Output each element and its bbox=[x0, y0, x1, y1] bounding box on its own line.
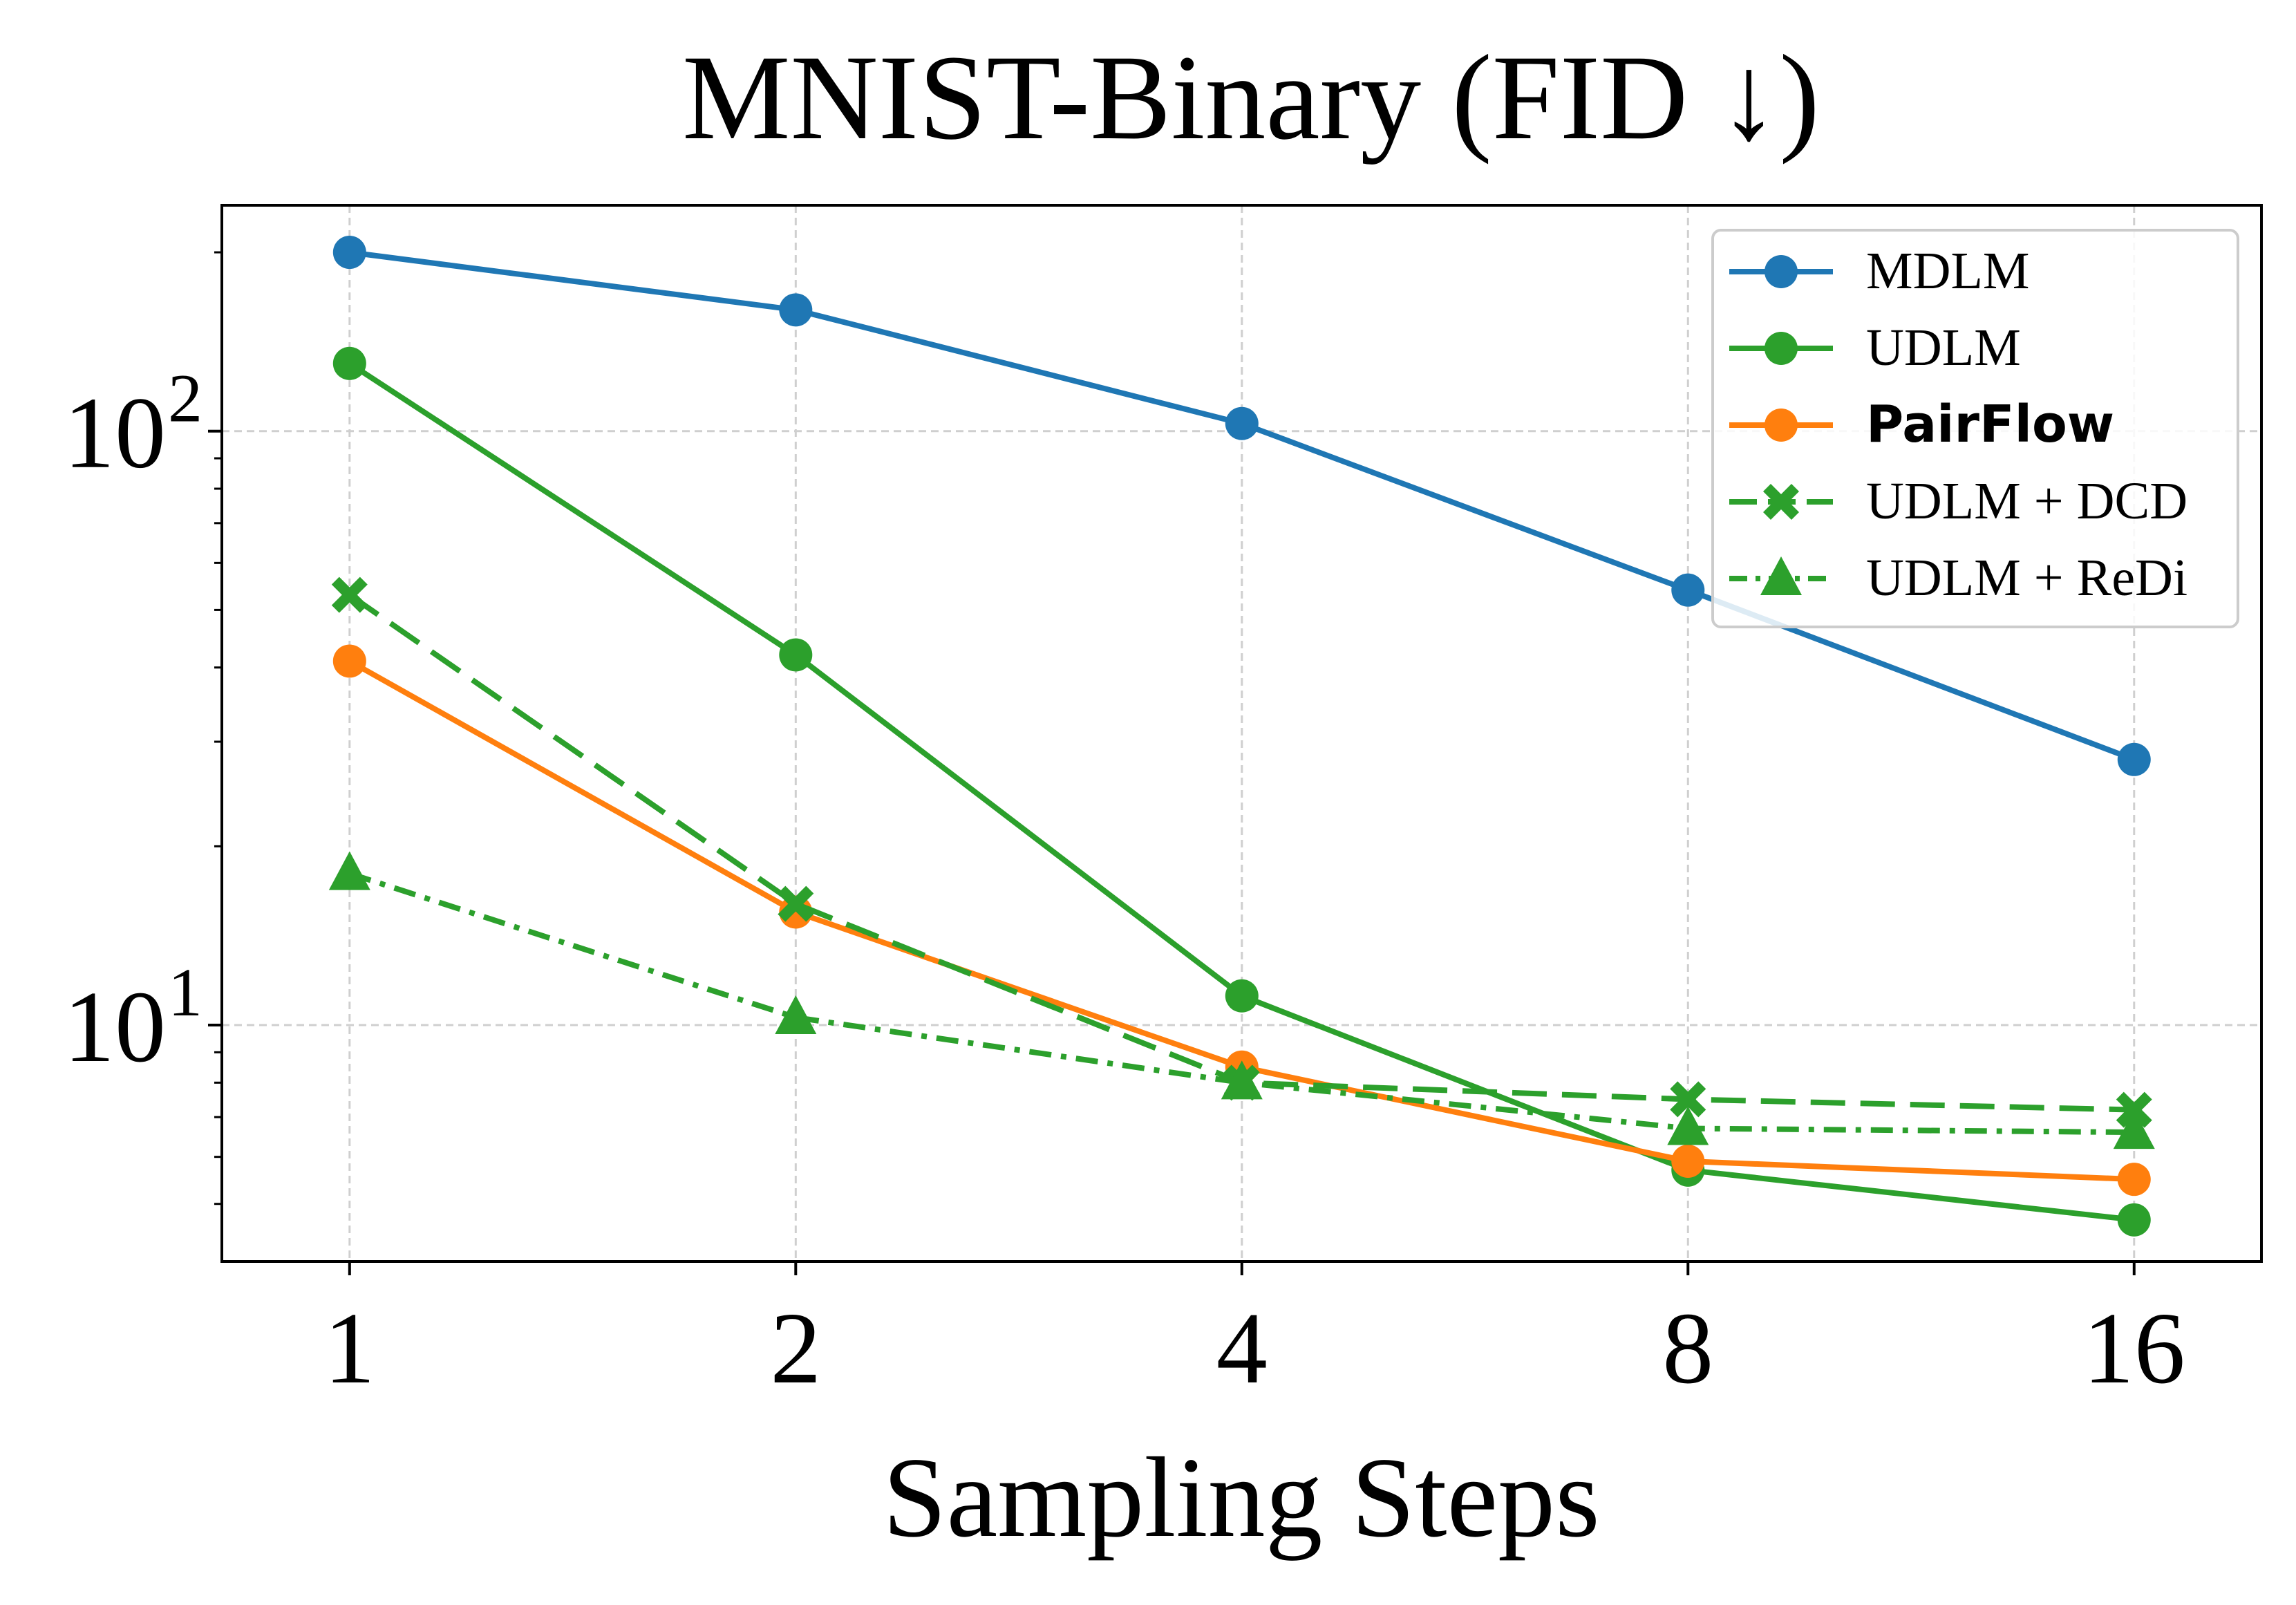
data-point-mdlm bbox=[1671, 573, 1705, 607]
series-line-udlm-redi bbox=[348, 870, 2134, 1136]
grid bbox=[222, 205, 2261, 1261]
series-mdlm bbox=[332, 236, 2151, 776]
legend-label-udlm: UDLM bbox=[1866, 319, 2021, 377]
x-tick-label: 2 bbox=[770, 1292, 821, 1405]
legend-item-udlm-redi: UDLM + ReDi bbox=[1729, 549, 2187, 607]
y-tick-exponent: 1 bbox=[168, 954, 203, 1031]
x-tick-label: 1 bbox=[324, 1292, 375, 1405]
data-point-udlm-dcd bbox=[331, 576, 368, 613]
x-tick-label: 16 bbox=[2083, 1292, 2185, 1405]
x-tick-label: 4 bbox=[1216, 1292, 1268, 1405]
data-point-udlm bbox=[1225, 979, 1259, 1013]
data-point-udlm-redi bbox=[1221, 1060, 1263, 1100]
data-point-pairflow bbox=[2117, 1163, 2151, 1196]
legend-item-pairflow: PairFlow bbox=[1729, 395, 2114, 454]
x-axis-label: Sampling Steps bbox=[883, 1434, 1600, 1561]
legend-label-udlm-redi: UDLM + ReDi bbox=[1866, 549, 2187, 607]
data-point-pairflow bbox=[1671, 1144, 1705, 1178]
data-point-udlm-dcd bbox=[1670, 1081, 1706, 1118]
data-point-udlm-redi bbox=[775, 995, 817, 1035]
data-point-udlm bbox=[779, 638, 813, 672]
data-point-udlm-redi bbox=[328, 851, 370, 890]
data-point-mdlm bbox=[779, 293, 813, 327]
y-tick-label: 10 bbox=[64, 377, 166, 490]
y-tick-exponent: 2 bbox=[168, 360, 203, 437]
data-point-udlm-dcd bbox=[2116, 1091, 2152, 1128]
legend-item-udlm: UDLM bbox=[1729, 319, 2021, 377]
legend-marker-mdlm bbox=[1765, 255, 1798, 288]
data-point-pairflow bbox=[332, 644, 366, 678]
legend-item-udlm-dcd: UDLM + DCD bbox=[1729, 472, 2187, 530]
x-tick-label: 8 bbox=[1662, 1292, 1713, 1405]
legend-label-pairflow: PairFlow bbox=[1866, 395, 2114, 454]
legend-marker-udlm-dcd bbox=[1763, 484, 1799, 520]
data-point-udlm-redi bbox=[2113, 1110, 2155, 1149]
legend: MDLM UDLM PairFlow UDLM + DCD UDLM + ReDi bbox=[1711, 229, 2239, 628]
legend-frame bbox=[1711, 229, 2239, 628]
y-tick-label: 10 bbox=[64, 970, 166, 1084]
legend-marker-udlm-redi bbox=[1760, 556, 1802, 595]
legend-marker-pairflow bbox=[1765, 409, 1798, 442]
legend-marker-udlm bbox=[1765, 332, 1798, 365]
data-point-mdlm bbox=[2117, 742, 2151, 776]
data-point-pairflow bbox=[779, 895, 813, 929]
data-point-mdlm bbox=[332, 236, 366, 270]
chart-title: MNIST-Binary (FID ↓) bbox=[682, 30, 1820, 165]
data-point-udlm-dcd bbox=[778, 885, 814, 922]
series-layer bbox=[328, 236, 2155, 1237]
data-point-udlm-redi bbox=[1667, 1106, 1709, 1145]
series-udlm-redi bbox=[328, 851, 2155, 1149]
data-point-mdlm bbox=[1225, 406, 1259, 440]
data-point-udlm bbox=[2117, 1203, 2151, 1237]
legend-label-udlm-dcd: UDLM + DCD bbox=[1866, 472, 2187, 530]
data-point-udlm bbox=[332, 346, 366, 380]
legend-label-mdlm: MDLM bbox=[1866, 242, 2029, 300]
x-axis: 1 2 4 8 16 bbox=[324, 1261, 2185, 1405]
legend-item-mdlm: MDLM bbox=[1729, 242, 2029, 300]
